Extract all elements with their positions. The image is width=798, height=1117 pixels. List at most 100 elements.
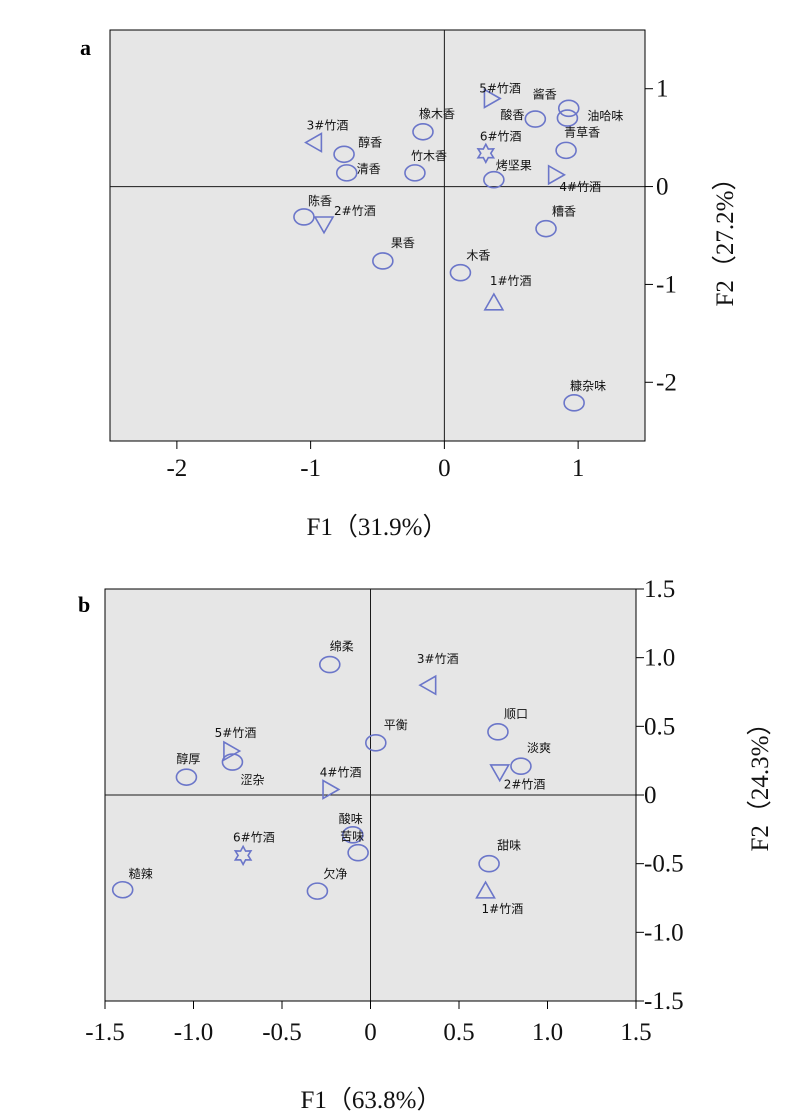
point-6-竹酒: 6#竹酒 [233,830,275,867]
x-tick-label: -1.5 [85,1019,125,1046]
point-5-竹酒: 5#竹酒 [479,82,521,109]
x-tick-label: 1.5 [620,1019,651,1046]
point-label: 欠净 [323,866,347,881]
reference-lines-b [105,589,636,1001]
point-木香: 木香 [449,249,490,282]
point-油哈味: 油哈味 [556,109,623,127]
y-axis-label-a: F2（27.2%） [711,166,739,307]
reference-lines-a [110,30,645,441]
y-tick-label: 1 [656,76,669,103]
x-tick-label: -1.0 [174,1019,214,1046]
point-橡木香: 橡木香 [412,107,455,141]
point-label: 酱香 [533,86,557,101]
point-6-竹酒: 6#竹酒 [476,129,522,165]
point-label: 竹木香 [411,149,447,163]
x-axis-label-a: F1（31.9%） [307,513,448,541]
y-ticks-a: -2 -1 0 1 [645,76,677,396]
point-苦味: 苦味 [340,830,369,862]
x-ticks-a: -2 -1 0 1 [166,441,584,482]
point-label: 苦味 [340,830,364,844]
point-醇厚: 醇厚 [175,751,200,786]
point-2-竹酒: 2#竹酒 [313,204,376,235]
point-1-竹酒: 1#竹酒 [475,880,524,916]
point-糠杂味: 糠杂味 [563,378,606,412]
x-tick-label: -2 [166,455,187,482]
point-label: 1#竹酒 [490,274,532,288]
x-tick-label: 1.0 [532,1019,563,1046]
point-label: 6#竹酒 [480,129,522,143]
point-糙辣: 糙辣 [111,867,153,899]
panel-b: b -1.5 -1.0 -0.5 0 0.5 1.0 1.5 -1.5 -1.0 -0.5 0 0.… [78,576,774,1114]
y-tick-label: 0 [644,782,657,809]
panel-a: a -2 -1 0 1 -2 -1 0 1 5#竹酒 3#竹酒 6#竹酒 4#竹酒 2#竹酒 1#竹酒… [80,29,739,541]
x-axis-label-b: F1（63.8%） [301,1086,442,1114]
point-顺口: 顺口 [487,707,528,741]
point-青草香: 青草香 [555,125,600,160]
point-label: 青草香 [564,125,600,139]
y-tick-label: 0 [656,174,669,201]
x-tick-label: 1 [572,455,585,482]
point-label: 绵柔 [330,640,354,654]
point-4-竹酒: 4#竹酒 [547,164,601,194]
y-tick-label: 1.0 [644,645,675,672]
point-label: 1#竹酒 [482,902,524,916]
point-label: 6#竹酒 [233,830,275,844]
point-糟香: 糟香 [535,204,576,238]
y-tick-label: 1.5 [644,576,675,603]
point-竹木香: 竹木香 [404,149,447,182]
point-4-竹酒: 4#竹酒 [320,766,362,800]
point-label: 4#竹酒 [559,180,601,194]
point-label: 陈香 [308,193,332,208]
point-label: 油哈味 [587,109,623,123]
point-醇香: 醇香 [333,134,382,164]
point-label: 4#竹酒 [320,766,362,780]
point-5-竹酒: 5#竹酒 [215,726,257,762]
point-label: 2#竹酒 [334,204,376,218]
y-axis-label-b: F2（24.3%） [746,711,774,852]
point-涩杂: 涩杂 [221,753,264,787]
point-1-竹酒: 1#竹酒 [483,274,532,311]
y-tick-label: -0.5 [644,851,684,878]
point-label: 平衡 [384,718,408,732]
x-tick-label: 0.5 [443,1019,474,1046]
point-label: 木香 [466,249,490,263]
point-淡爽: 淡爽 [510,741,551,775]
point-label: 3#竹酒 [417,652,459,666]
point-label: 糟香 [552,204,576,219]
point-label: 涩杂 [240,772,264,787]
point-label: 烤坚果 [496,158,532,173]
point-label: 醇香 [358,134,382,149]
point-label: 酸香 [500,107,524,122]
y-tick-label: -2 [656,369,677,396]
point-label: 清香 [357,162,381,176]
point-果香: 果香 [372,236,415,270]
y-tick-label: -1 [656,271,677,298]
point-酸味: 酸味 [339,811,364,844]
point-3-竹酒: 3#竹酒 [417,652,459,696]
y-ticks-b: -1.5 -1.0 -0.5 0 0.5 1.0 1.5 [636,576,684,1015]
point-label: 2#竹酒 [504,778,546,792]
point-label: 糙辣 [129,867,153,881]
point-烤坚果: 烤坚果 [483,158,532,189]
point-酸香: 酸香 [500,107,547,128]
point-陈香: 陈香 [293,193,332,226]
point-绵柔: 绵柔 [318,640,354,674]
point-甜味: 甜味 [478,839,521,873]
point-2-竹酒: 2#竹酒 [489,764,546,792]
point-label: 甜味 [497,839,521,853]
point-label: 5#竹酒 [215,726,257,740]
point-清香: 清香 [335,162,381,182]
plot-area-a [109,29,646,442]
point-label: 橡木香 [419,107,455,121]
point-label: 糠杂味 [570,378,606,393]
x-tick-label: 0 [438,455,451,482]
panel-letter-b: b [78,592,90,617]
x-ticks-b: -1.5 -1.0 -0.5 0 0.5 1.0 1.5 [85,1001,652,1046]
point-酱香: 酱香 [533,86,580,118]
point-欠净: 欠净 [306,866,347,900]
point-label: 淡爽 [527,741,551,755]
point-label: 醇厚 [176,751,200,766]
